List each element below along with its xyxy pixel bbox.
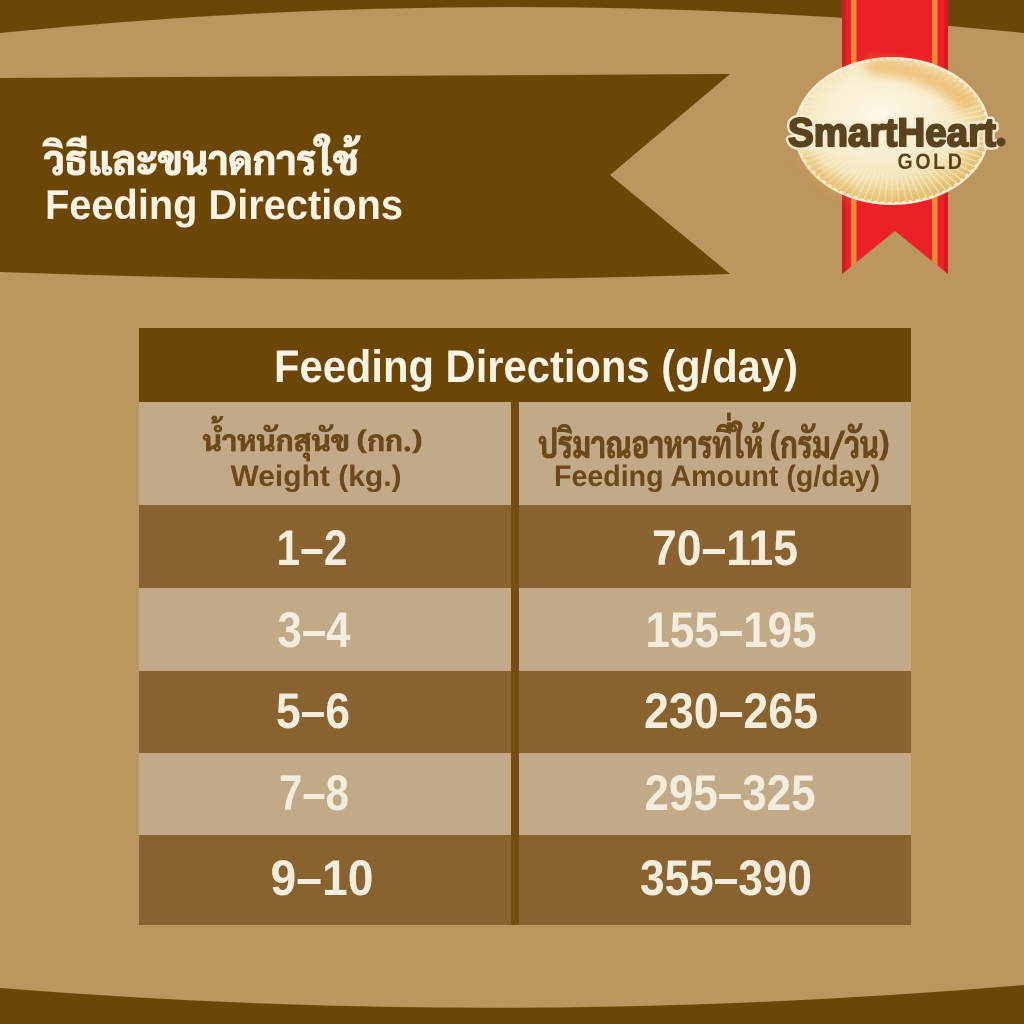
svg-text:SmartHeart: SmartHeart (788, 111, 996, 155)
svg-text:GOLD: GOLD (898, 149, 965, 174)
svg-text:1–2: 1–2 (277, 520, 348, 576)
svg-text:7–8: 7–8 (279, 765, 349, 821)
svg-text:155–195: 155–195 (646, 602, 817, 658)
svg-text:3–4: 3–4 (278, 602, 351, 658)
svg-text:295–325: 295–325 (645, 765, 816, 821)
svg-text:Weight (kg.): Weight (kg.) (230, 460, 401, 493)
svg-text:SmartHeart: SmartHeart (788, 111, 996, 155)
svg-text:9–10: 9–10 (271, 850, 374, 906)
svg-text:70–115: 70–115 (652, 520, 798, 576)
svg-text:Feeding Directions (g/day): Feeding Directions (g/day) (274, 341, 798, 392)
svg-text:Feeding Amount (g/day): Feeding Amount (g/day) (554, 460, 880, 493)
svg-text:Feeding Directions: Feeding Directions (45, 181, 403, 228)
svg-text:5–6: 5–6 (276, 683, 350, 739)
svg-text:230–265: 230–265 (644, 683, 818, 739)
svg-text:355–390: 355–390 (640, 850, 812, 906)
